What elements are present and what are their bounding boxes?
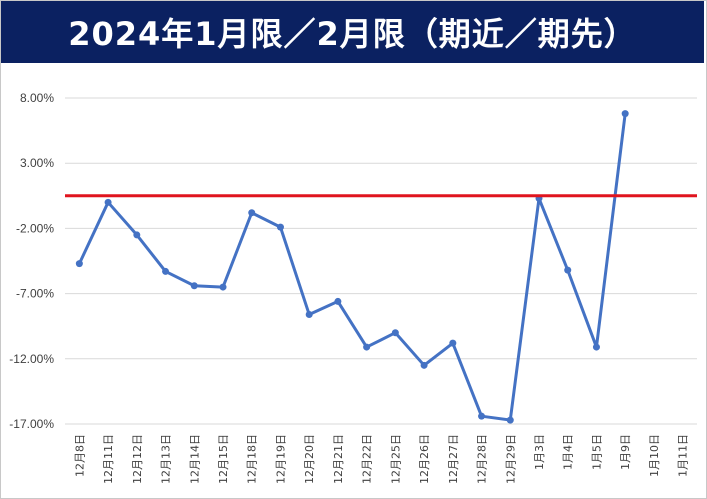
- data-point: [133, 231, 141, 239]
- y-tick-label: -17.00%: [9, 417, 54, 431]
- x-tick-label: 1月5日: [590, 434, 603, 470]
- x-tick-label: 1月11日: [677, 434, 690, 477]
- y-axis-tick-labels: 8.00% 3.00% -2.00% -7.00% -12.00% -17.00%: [9, 91, 54, 431]
- title-bar: 2024年1月限／2月限（期近／期先）: [1, 1, 704, 63]
- y-tick-label: -12.00%: [9, 352, 54, 366]
- data-point: [75, 260, 83, 268]
- x-tick-label: 1月3日: [533, 434, 546, 470]
- series-line: [77, 112, 627, 422]
- data-point: [305, 310, 313, 318]
- x-axis-tick-labels: 12月8日 12月11日 12月12日 12月13日 12月14日 12月15日 12月18…: [73, 434, 689, 484]
- x-tick-label: 12月28日: [476, 434, 489, 484]
- x-tick-label: 1月4日: [562, 434, 575, 470]
- x-tick-label: 12月29日: [504, 434, 517, 484]
- y-tick-label: 8.00%: [20, 91, 54, 105]
- data-point: [506, 416, 514, 424]
- data-point: [190, 282, 198, 290]
- x-tick-label: 12月18日: [246, 434, 259, 484]
- x-tick-label: 12月25日: [389, 434, 402, 484]
- gridlines: [65, 97, 697, 425]
- x-tick-label: 12月22日: [361, 434, 374, 484]
- data-point: [478, 412, 486, 420]
- x-tick-label: 12月12日: [131, 434, 144, 484]
- x-tick-label: 12月15日: [217, 434, 230, 484]
- y-tick-label: -2.00%: [16, 221, 54, 235]
- data-point: [334, 297, 342, 305]
- x-tick-label: 1月10日: [648, 434, 661, 477]
- data-point: [420, 361, 428, 369]
- data-point: [363, 343, 371, 351]
- x-tick-label: 12月13日: [160, 434, 173, 484]
- series-group: [75, 110, 629, 424]
- x-tick-label: 12月20日: [303, 434, 316, 484]
- data-point: [449, 339, 457, 347]
- data-point: [219, 283, 227, 291]
- x-tick-label: 12月27日: [447, 434, 460, 484]
- chart-title: 2024年1月限／2月限（期近／期先）: [68, 15, 637, 53]
- data-point: [248, 209, 256, 217]
- data-point: [391, 329, 399, 337]
- data-point: [564, 266, 572, 274]
- x-tick-label: 12月19日: [274, 434, 287, 484]
- y-tick-label: 3.00%: [20, 156, 54, 170]
- x-tick-label: 1月9日: [619, 434, 632, 470]
- y-tick-label: -7.00%: [16, 287, 54, 301]
- data-point: [621, 110, 629, 118]
- data-point: [162, 267, 170, 275]
- x-tick-label: 12月26日: [418, 434, 431, 484]
- x-tick-label: 12月11日: [102, 434, 115, 484]
- data-point: [104, 198, 112, 206]
- x-tick-label: 12月14日: [188, 434, 201, 484]
- x-tick-label: 12月8日: [73, 434, 86, 477]
- x-tick-label: 12月21日: [332, 434, 345, 484]
- data-point: [276, 223, 284, 231]
- data-point: [592, 343, 600, 351]
